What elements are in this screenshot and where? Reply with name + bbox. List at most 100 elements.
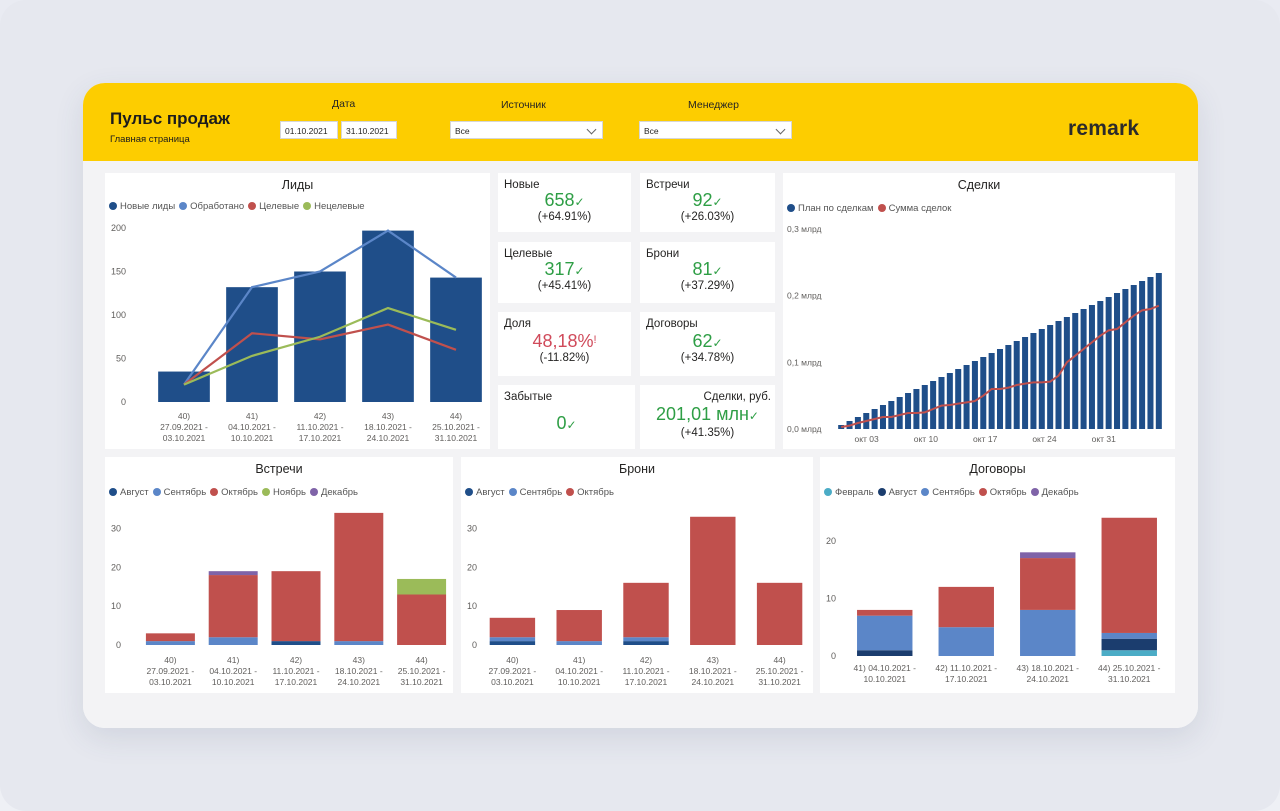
x-tick-label: 10.10.2021 [863, 674, 906, 684]
legend-item: Февраль [824, 487, 874, 498]
x-tick-label: 43) [353, 655, 365, 665]
kpi-value-text: 658 [544, 190, 575, 210]
x-tick-label: 42) 11.10.2021 - [935, 663, 997, 673]
date-to-input[interactable]: 31.10.2021 [341, 121, 397, 139]
y-tick-label: 20 [467, 562, 477, 572]
chart-bar [1072, 313, 1079, 429]
x-tick-label: 18.10.2021 - [364, 422, 412, 432]
chart-bar [226, 287, 278, 402]
check-icon: ✓ [712, 264, 723, 278]
meetings-chart-panel[interactable]: Встречи Август Сентябрь Октябрь Ноябрь Декаб… [105, 457, 453, 693]
x-tick-label: 03.10.2021 [163, 433, 206, 443]
legend-dot-icon [978, 488, 987, 496]
deals-chart-title: Сделки [957, 178, 1001, 192]
chart-bar [938, 627, 994, 656]
source-dropdown[interactable]: Все [450, 121, 603, 139]
legend-label: Сентябрь [163, 487, 207, 498]
legend-dot-icon [303, 202, 312, 210]
kpi-card-target[interactable]: Целевые 317✓ (+45.41%) [498, 242, 631, 303]
kpi-card-share[interactable]: Доля 48,18%! (-11.82%) [498, 312, 631, 376]
legend-item: Сентябрь [508, 487, 562, 498]
manager-dropdown[interactable]: Все [639, 121, 792, 139]
legend-dot-icon [309, 488, 318, 496]
contracts-legend: Февраль Август Сентябрь Октябрь Декабрь [824, 487, 1083, 498]
chart-bar [1020, 558, 1076, 610]
y-tick-label: 0,0 млрд [787, 424, 822, 434]
x-tick-label: 44) [773, 655, 785, 665]
check-icon: ✓ [712, 336, 723, 350]
chart-bar [145, 641, 195, 645]
date-filter-label: Дата [332, 98, 356, 110]
chart-bar [489, 637, 536, 642]
chart-bar [896, 397, 903, 429]
chart-bar [1080, 309, 1087, 429]
deals-chart: 0,3 млрд 0,2 млрд 0,1 млрд 0,0 млрд окт 03 ок… [787, 224, 1162, 444]
y-tick-label: 0 [116, 640, 121, 650]
chart-bar [1155, 273, 1162, 429]
bookings-chart: 30 20 10 0 40)27.09.2021 -03.10.2021 41)04.10… [467, 516, 804, 687]
chart-bar [397, 594, 447, 645]
kpi-card-contracts[interactable]: Договоры 62✓ (+34.78%) [640, 312, 775, 376]
y-tick-label: 20 [111, 562, 121, 572]
legend-item: Новые лиды [109, 201, 175, 212]
contracts-chart-panel[interactable]: Договоры Февраль Август Сентябрь Октябрь Дек… [820, 457, 1175, 693]
leads-chart-panel[interactable]: Лиды Новые лиды Обработано Целевые Нецелевы… [105, 173, 490, 449]
dashboard-screen: Пульс продаж Главная страница Дата 01.10… [83, 83, 1198, 728]
page-subtitle: Главная страница [110, 134, 190, 145]
chart-bar [1114, 293, 1121, 429]
kpi-label: Целевые [504, 248, 553, 260]
kpi-card-meetings[interactable]: Встречи 92✓ (+26.03%) [640, 173, 775, 232]
kpi-label: Забытые [504, 391, 553, 403]
kpi-delta: (+37.29%) [680, 280, 735, 292]
legend-label: Обработано [190, 201, 245, 212]
chart-bar [1101, 632, 1157, 639]
chart-bar [905, 393, 912, 429]
legend-label: Октябрь [577, 487, 614, 498]
legend-dot-icon [179, 202, 188, 210]
y-tick-label: 50 [116, 354, 126, 364]
kpi-card-bookings[interactable]: Брони 81✓ (+37.29%) [640, 242, 775, 303]
chart-line [183, 323, 457, 386]
chart-bar [1101, 650, 1157, 656]
chart-bar [913, 389, 920, 429]
dashboard-header: Пульс продаж Главная страница Дата 01.10… [83, 83, 1198, 161]
legend-label: План по сделкам [798, 203, 874, 214]
legend-item: Обработано [179, 201, 244, 212]
kpi-card-deals-sum[interactable]: Сделки, руб. 201,01 млн✓ (+41.35%) [640, 385, 775, 449]
y-tick-label: 100 [111, 310, 126, 320]
chart-bar [1122, 289, 1129, 429]
kpi-label: Новые [504, 179, 540, 191]
y-tick-label: 10 [467, 601, 477, 611]
check-icon: ✓ [712, 195, 723, 209]
chart-bar [963, 365, 970, 429]
chart-bar [1020, 552, 1076, 559]
kpi-card-forgotten[interactable]: Забытые 0✓ [498, 385, 635, 449]
kpi-value: 48,18%! [498, 331, 631, 352]
date-from-input[interactable]: 01.10.2021 [280, 121, 338, 139]
legend-dot-icon [109, 488, 117, 496]
x-tick-label: 44) [450, 411, 462, 421]
x-tick-label: 40) [506, 655, 518, 665]
kpi-delta: (+64.91%) [537, 211, 592, 223]
legend-label: Декабрь [320, 487, 358, 498]
chart-bar [489, 641, 536, 645]
bookings-chart-panel[interactable]: Брони Август Сентябрь Октябрь 30 20 10 0 40) 27… [461, 457, 813, 693]
legend-label: Август [120, 487, 149, 498]
y-tick-label: 10 [111, 601, 121, 611]
x-tick-label: 44) 25.10.2021 - [1098, 663, 1161, 673]
legend-label: Новые лиды [120, 201, 176, 212]
legend-label: Август [888, 487, 918, 498]
legend-label: Октябрь [221, 487, 258, 498]
x-tick-label: 17.10.2021 [299, 433, 342, 443]
legend-dot-icon [921, 488, 930, 496]
legend-dot-icon [787, 204, 795, 212]
x-tick-label: окт 17 [973, 434, 998, 444]
x-tick-label: окт 10 [914, 434, 939, 444]
chevron-down-icon [586, 124, 597, 135]
kpi-card-new[interactable]: Новые 658✓ (+64.91%) [498, 173, 631, 232]
leads-chart: 200 150 100 50 0 40)27.09.2021 -03.10.2021 41)… [111, 223, 482, 443]
deals-chart-panel[interactable]: Сделки План по сделкам Сумма сделок 0,3 м… [783, 173, 1175, 449]
x-tick-label: 27.09.2021 - [489, 666, 537, 676]
chart-bar [397, 578, 447, 595]
